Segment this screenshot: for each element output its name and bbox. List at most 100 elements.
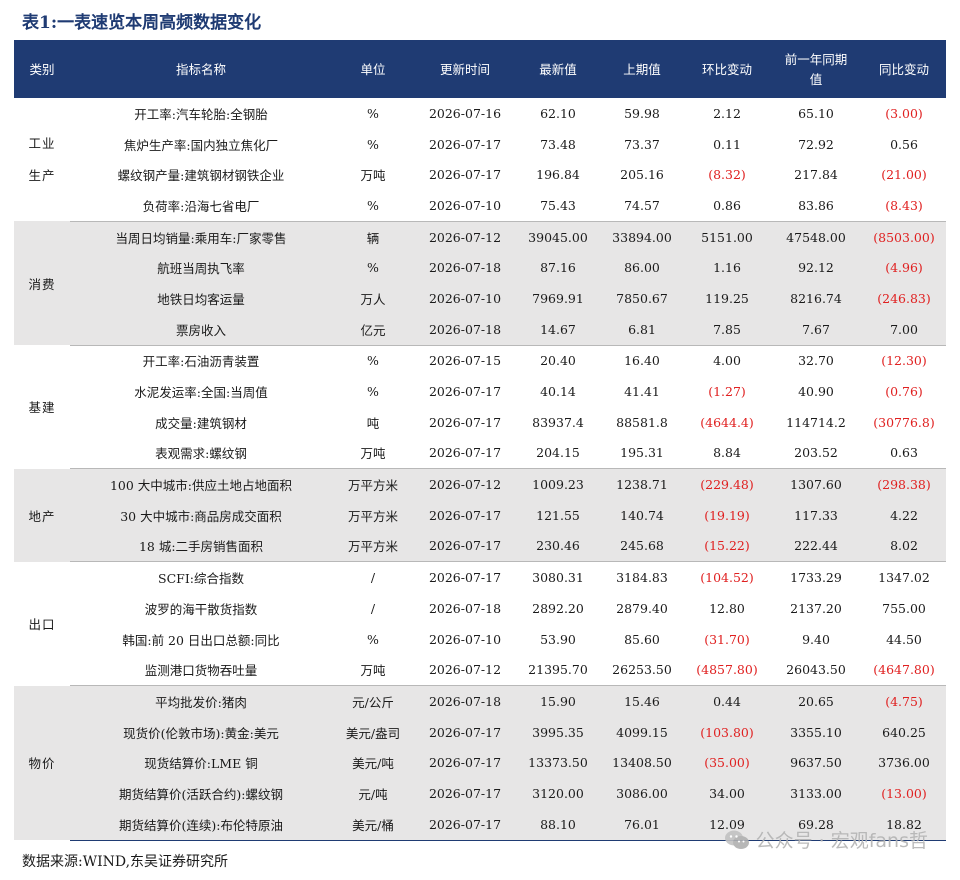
table-row: 表观需求:螺纹钢 万吨 2026-07-17 204.15 195.31 8.84 203.… (14, 437, 946, 470)
latest-value-cell: 121.55 (516, 499, 600, 531)
wechat-icon (724, 830, 749, 849)
mom-change-cell: (19.19) (684, 499, 770, 531)
mom-change-cell: 0.11 (684, 128, 770, 160)
indicator-name-cell: 螺纹钢产量:建筑钢材钢铁企业 (70, 159, 332, 191)
table-row: 焦炉生产率:国内独立焦化厂% 2026-07-17 73.48 73.37 0.11 72… (14, 128, 946, 160)
header-year-ago-text: 前一年同期值 (784, 52, 848, 87)
previous-value-cell: 74.57 (600, 190, 684, 222)
table-row: 出口 SCFI:综合指数/2026-07-17 3080.31 3184.83 (104… (14, 561, 946, 686)
previous-value-cell: 41.41 (600, 376, 684, 407)
header-year-ago: 前一年同期值 (770, 42, 862, 98)
previous-value-cell: 33894.00 (600, 221, 684, 253)
indicator-name-cell: 航班当周执飞率 (70, 252, 332, 284)
update-time-cell: 2026-07-17 (414, 437, 516, 470)
title-rule (14, 40, 946, 42)
indicator-name-cell: 期货结算价(连续):布伦特原油 (70, 808, 332, 841)
previous-value-cell: 86.00 (600, 252, 684, 284)
table-row: 韩国:前 20 日出口总额:同比% 2026-07-10 53.90 85.60 (31… (14, 623, 946, 655)
update-time-cell: 2026-07-18 (414, 685, 516, 717)
category-cell: 工业 生产 (14, 98, 70, 222)
year-ago-value-cell: 65.10 (770, 98, 862, 129)
year-ago-value-cell: 83.86 (770, 190, 862, 222)
category-cell: 地产 (14, 468, 70, 562)
unit-cell: 美元/盎司 (332, 716, 414, 748)
previous-value-cell: 140.74 (600, 499, 684, 531)
header-yoy-change: 同比变动 (862, 42, 946, 98)
year-ago-value-cell: 9637.50 (770, 747, 862, 779)
table-row: 水泥发运率:全国:当周值% 2026-07-17 40.14 41.41 (1.27) 4… (14, 376, 946, 407)
latest-value-cell: 62.10 (516, 98, 600, 129)
yoy-change-cell: 18.82 (862, 808, 946, 841)
unit-cell: 吨 (332, 406, 414, 438)
year-ago-value-cell: 1307.60 (770, 468, 862, 500)
mom-change-cell: (15.22) (684, 530, 770, 563)
header-indicator: 指标名称 (70, 42, 332, 98)
previous-value-cell: 6.81 (600, 313, 684, 346)
yoy-change-cell: (8503.00) (862, 221, 946, 253)
table-row: 航班当周执飞率% 2026-07-18 87.16 86.00 1.16 92.12 (4.… (14, 252, 946, 284)
latest-value-cell: 7969.91 (516, 283, 600, 314)
year-ago-value-cell: 2137.20 (770, 593, 862, 624)
year-ago-value-cell: 1733.29 (770, 561, 862, 593)
year-ago-value-cell: 40.90 (770, 376, 862, 407)
indicator-name-cell: 18 城:二手房销售面积 (70, 530, 332, 563)
latest-value-cell: 39045.00 (516, 221, 600, 253)
yoy-change-cell: (4.75) (862, 685, 946, 717)
yoy-change-cell: (246.83) (862, 283, 946, 314)
mom-change-cell: (103.80) (684, 716, 770, 748)
category-line: 生产 (28, 167, 56, 183)
watermark-text: 公众号 · 宏观fans哲 (755, 830, 928, 852)
unit-cell: % (332, 190, 414, 222)
table-row: 票房收入 亿元 2026-07-18 14.67 6.81 7.85 7.67 7.00 (14, 313, 946, 346)
latest-value-cell: 196.84 (516, 159, 600, 191)
indicator-name-cell: 波罗的海干散货指数 (70, 593, 332, 624)
header-previous: 上期值 (600, 42, 684, 98)
indicator-name-cell: 开工率:石油沥青装置 (70, 345, 332, 377)
unit-cell: % (332, 376, 414, 407)
yoy-change-cell: 0.56 (862, 128, 946, 160)
update-time-cell: 2026-07-17 (414, 808, 516, 841)
mom-change-cell: 7.85 (684, 313, 770, 346)
update-time-cell: 2026-07-12 (414, 654, 516, 687)
yoy-change-cell: (4647.80) (862, 654, 946, 687)
header-update-time: 更新时间 (414, 42, 516, 98)
update-time-cell: 2026-07-16 (414, 98, 516, 129)
mom-change-cell: 0.44 (684, 685, 770, 717)
year-ago-value-cell: 8216.74 (770, 283, 862, 314)
update-time-cell: 2026-07-12 (414, 468, 516, 500)
yoy-change-cell: (8.43) (862, 190, 946, 222)
mom-change-cell: 34.00 (684, 778, 770, 809)
yoy-change-cell: (4.96) (862, 252, 946, 284)
header-mom-change: 环比变动 (684, 42, 770, 98)
table-row: 波罗的海干散货指数/2026-07-18 2892.20 2879.40 12.80 2… (14, 593, 946, 624)
latest-value-cell: 1009.23 (516, 468, 600, 500)
unit-cell: 万平方米 (332, 530, 414, 563)
mom-change-cell: 12.80 (684, 593, 770, 624)
unit-cell: 美元/吨 (332, 747, 414, 779)
table-body: 工业 生产 开工率:汽车轮胎:全钢胎% 2026-07-16 62.10 59.98 2.1… (14, 98, 946, 841)
update-time-cell: 2026-07-17 (414, 561, 516, 593)
update-time-cell: 2026-07-17 (414, 406, 516, 438)
yoy-change-cell: 1347.02 (862, 561, 946, 593)
update-time-cell: 2026-07-17 (414, 376, 516, 407)
indicator-name-cell: 水泥发运率:全国:当周值 (70, 376, 332, 407)
previous-value-cell: 7850.67 (600, 283, 684, 314)
mom-change-cell: 8.84 (684, 437, 770, 470)
mom-change-cell: (35.00) (684, 747, 770, 779)
mom-change-cell: 2.12 (684, 98, 770, 129)
category-cell: 出口 (14, 561, 70, 686)
year-ago-value-cell: 32.70 (770, 345, 862, 377)
latest-value-cell: 21395.70 (516, 654, 600, 687)
indicator-name-cell: 成交量:建筑钢材 (70, 406, 332, 438)
watermark: 公众号 · 宏观fans哲 (724, 826, 928, 853)
latest-value-cell: 2892.20 (516, 593, 600, 624)
previous-value-cell: 205.16 (600, 159, 684, 191)
indicator-name-cell: 平均批发价:猪肉 (70, 685, 332, 717)
data-source-note: 数据来源:WIND,东吴证券研究所 (22, 854, 229, 870)
indicator-name-cell: 负荷率:沿海七省电厂 (70, 190, 332, 222)
update-time-cell: 2026-07-17 (414, 530, 516, 563)
year-ago-value-cell: 114714.2 (770, 406, 862, 438)
indicator-name-cell: 票房收入 (70, 313, 332, 346)
unit-cell: 万吨 (332, 159, 414, 191)
